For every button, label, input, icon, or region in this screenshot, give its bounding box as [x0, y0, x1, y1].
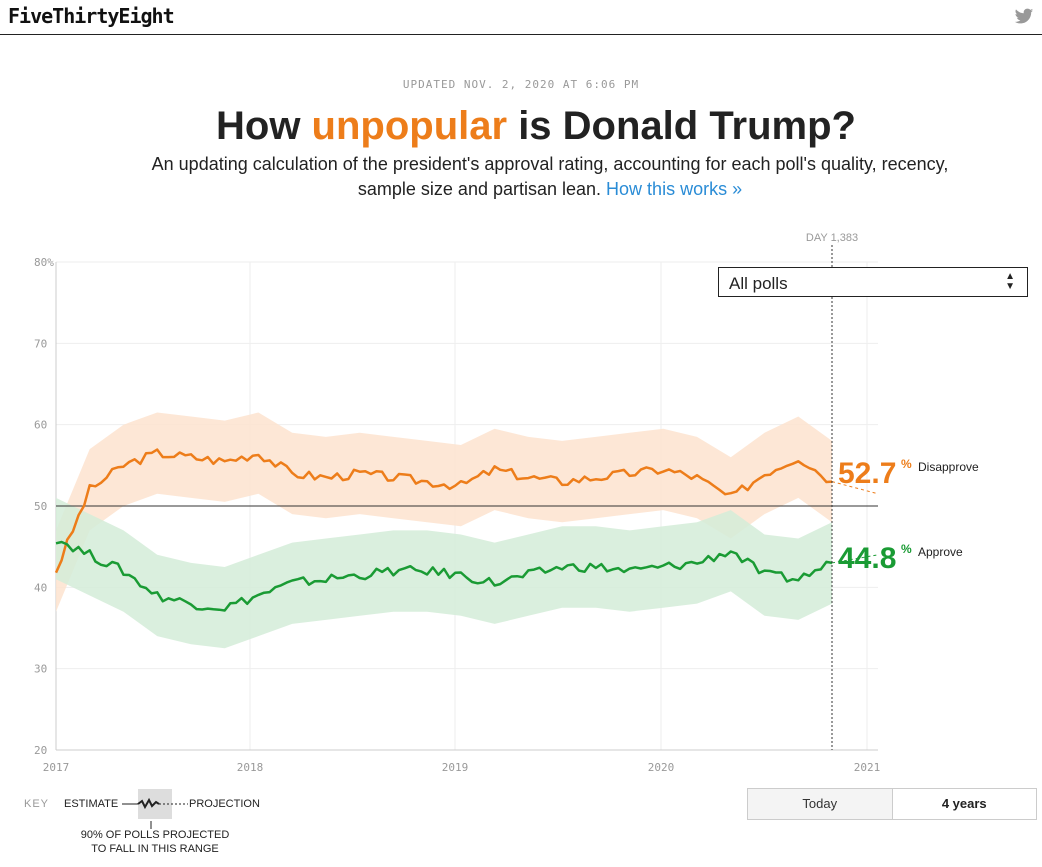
disapprove-value: 52.7 — [838, 457, 896, 490]
key-estimate-label: ESTIMATE — [64, 798, 119, 810]
approve-projection — [831, 554, 879, 564]
today-button[interactable]: Today — [748, 789, 893, 819]
poll-type-value: All polls — [729, 274, 788, 293]
key-note-line2: TO FALL IN THIS RANGE — [91, 843, 219, 855]
day-marker-label: DAY 1,383 — [806, 232, 858, 244]
dek-text: An updating calculation of the president… — [151, 154, 949, 199]
approve-range-band — [56, 497, 832, 649]
four-years-button[interactable]: 4 years — [892, 789, 1036, 819]
x-tick-label: 2019 — [442, 761, 469, 774]
poll-type-select[interactable]: All polls ▲ ▼ — [718, 267, 1028, 297]
page-title: How unpopular is Donald Trump? — [0, 104, 1042, 149]
key-label: KEY — [24, 798, 50, 810]
approve-value: 44.8 — [838, 542, 896, 575]
key-projection-label: PROJECTION — [189, 798, 260, 810]
page-description: An updating calculation of the president… — [130, 152, 970, 202]
how-this-works-link[interactable]: How this works » — [606, 179, 743, 199]
approve-line — [55, 540, 833, 612]
y-tick-label: 40 — [34, 581, 47, 594]
twitter-icon[interactable] — [1014, 6, 1034, 26]
key-legend-icon — [122, 789, 188, 829]
updated-timestamp: UPDATED NOV. 2, 2020 AT 6:06 PM — [402, 78, 640, 91]
select-arrows-icon: ▲ ▼ — [1005, 271, 1015, 292]
y-tick-label: 80% — [34, 256, 54, 269]
key-note-line1: 90% OF POLLS PROJECTED — [80, 829, 230, 841]
x-tick-label: 2020 — [648, 761, 675, 774]
approval-chart: 80% 70 60 50 40 30 20 2017 2018 2019 2020 2021 DAY 1… — [34, 232, 979, 774]
y-tick-label: 30 — [34, 663, 47, 676]
y-tick-label: 70 — [34, 337, 47, 350]
disapprove-line — [54, 448, 833, 574]
disapprove-percent-sign: % — [901, 457, 912, 471]
range-toggle: Today 4 years — [747, 788, 1037, 820]
key-note: 90% OF POLLS PROJECTED TO FALL IN THIS RA… — [70, 828, 240, 856]
y-tick-label: 60 — [34, 419, 47, 432]
x-tick-label: 2021 — [854, 761, 881, 774]
top-bar: FiveThirtyEight — [0, 0, 1042, 35]
y-tick-label: 20 — [34, 744, 47, 757]
site-logo[interactable]: FiveThirtyEight — [8, 4, 175, 28]
disapprove-projection — [831, 481, 879, 495]
title-pre: How — [216, 104, 312, 148]
title-post: is Donald Trump? — [507, 104, 856, 148]
disapprove-range-band — [56, 412, 832, 612]
approve-percent-sign: % — [901, 542, 912, 556]
x-tick-label: 2017 — [43, 761, 70, 774]
approve-label: Approve — [918, 545, 963, 559]
x-tick-label: 2018 — [237, 761, 264, 774]
y-tick-label: 50 — [34, 500, 47, 513]
title-highlight: unpopular — [311, 104, 508, 148]
disapprove-label: Disapprove — [918, 460, 979, 474]
